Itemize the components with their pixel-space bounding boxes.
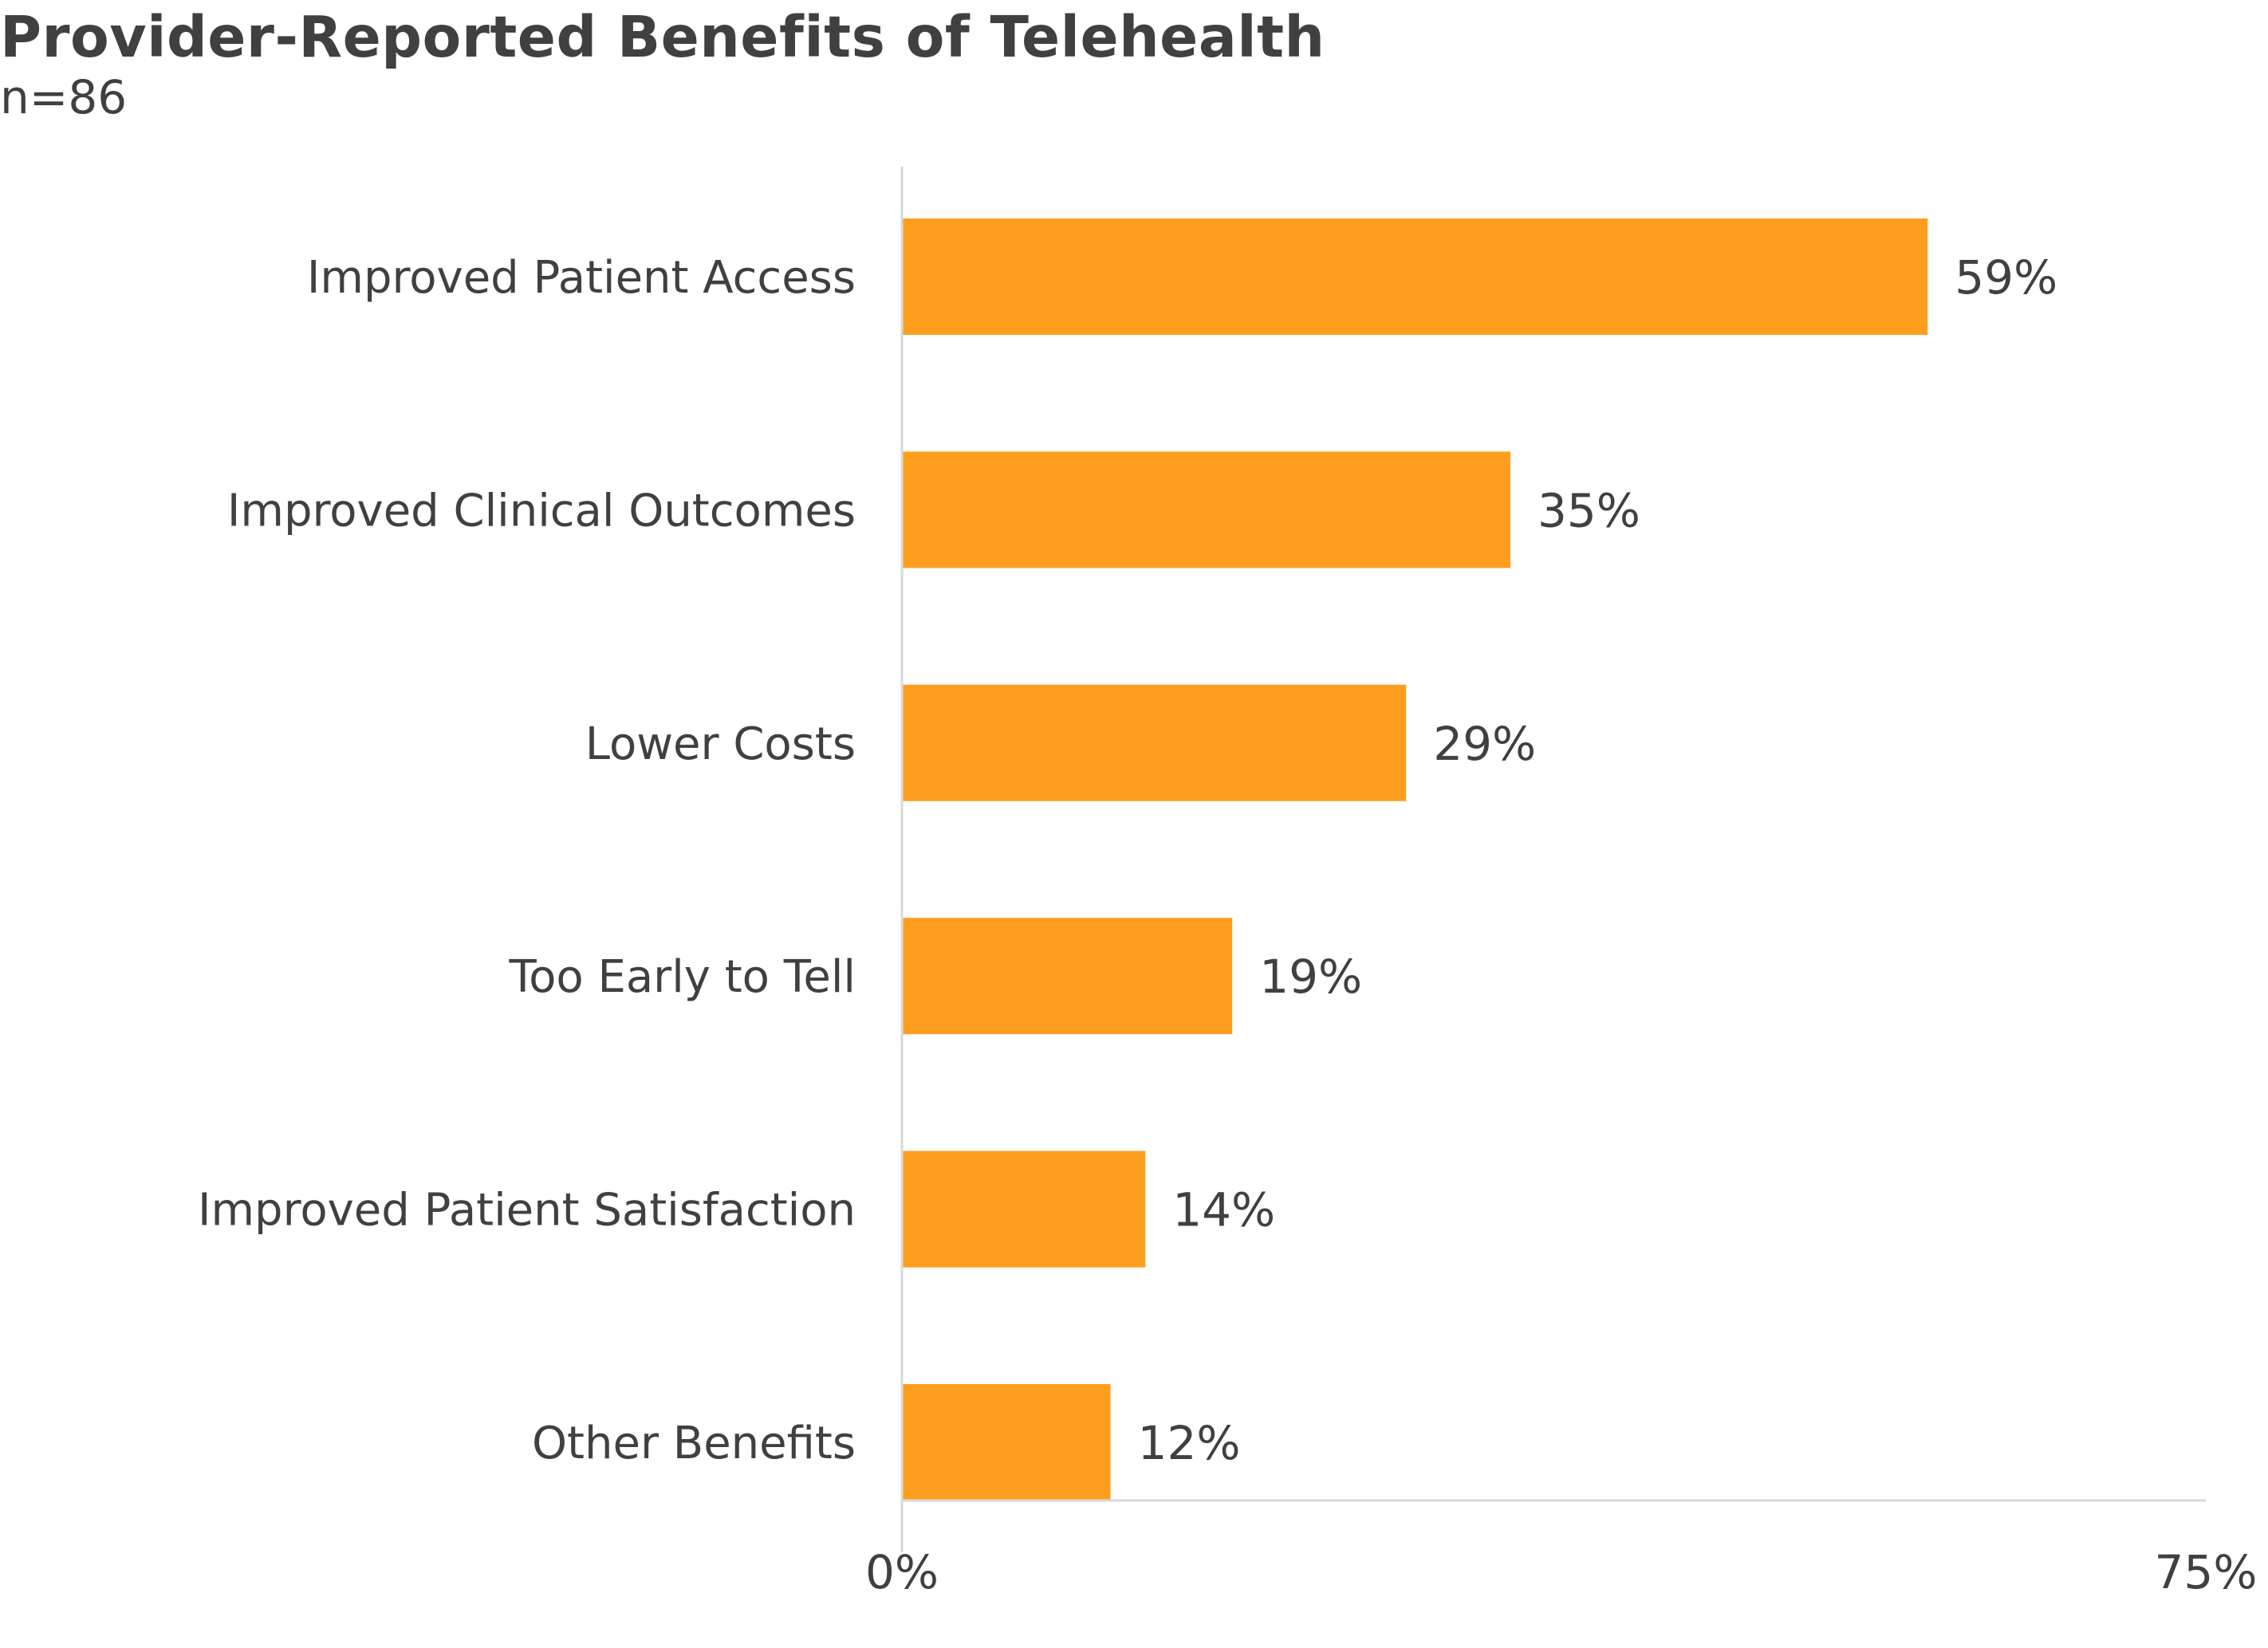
bars-group (902, 218, 1928, 1501)
bar (902, 451, 1510, 568)
value-label: 59% (1955, 250, 2057, 305)
value-label: 14% (1172, 1183, 1275, 1237)
category-label: Improved Patient Satisfaction (198, 1185, 856, 1237)
chart-subtitle: n=86 (0, 70, 128, 124)
category-label: Improved Clinical Outcomes (227, 485, 856, 537)
chart-title: Provider-Reported Benefits of Telehealth (0, 4, 1325, 70)
category-label: Lower Costs (585, 718, 856, 770)
category-label: Other Benefits (532, 1418, 856, 1469)
bar (902, 1150, 1146, 1268)
value-label: 12% (1138, 1416, 1241, 1470)
value-labels: 59% 35% 29% 19% 14% 12% (1138, 250, 2058, 1470)
bar (902, 218, 1928, 335)
category-label: Improved Patient Access (307, 252, 856, 304)
x-tick-label: 0% (865, 1545, 939, 1599)
bar (902, 918, 1233, 1035)
category-labels: Improved Patient Access Improved Clinical… (198, 252, 856, 1469)
value-label: 29% (1433, 717, 1536, 771)
bar (902, 684, 1407, 801)
x-tick-labels: 0% 75% (865, 1545, 2257, 1599)
value-label: 19% (1259, 950, 1362, 1004)
category-label: Too Early to Tell (508, 951, 856, 1003)
value-label: 35% (1538, 483, 1640, 537)
bar (902, 1384, 1111, 1501)
x-tick-label: 75% (2155, 1545, 2258, 1599)
